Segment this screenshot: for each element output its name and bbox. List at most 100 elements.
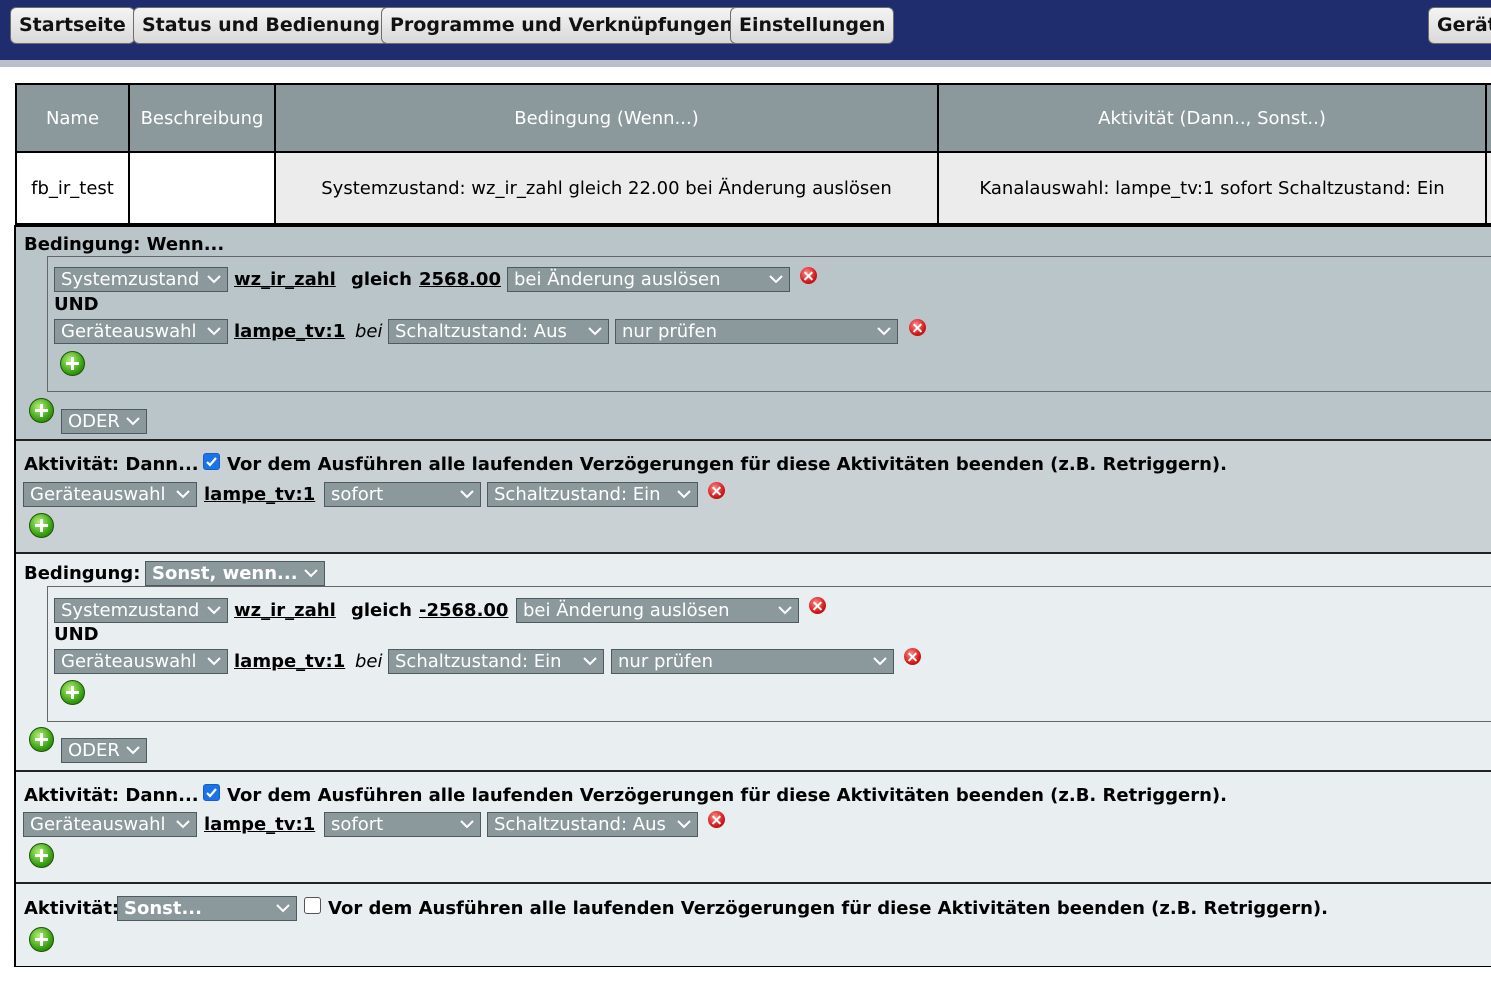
value-link[interactable]: 2568.00 <box>419 269 501 290</box>
chevron-down-icon <box>460 813 474 836</box>
condition-section-elseif: Bedingung: Sonst, wenn... Systemzustand … <box>16 554 1491 772</box>
und-label: UND <box>54 624 99 645</box>
chevron-down-icon <box>677 483 691 506</box>
activity-then-label: Aktivität: Dann... <box>24 785 199 806</box>
condition-type-select[interactable]: Systemzustand <box>54 598 228 623</box>
add-subcondition-icon[interactable] <box>60 680 85 705</box>
activity-then-label: Aktivität: Dann... <box>24 454 199 475</box>
column-header-description: Beschreibung <box>128 83 276 153</box>
delete-icon[interactable] <box>800 267 817 284</box>
condition-section-if: Bedingung: Wenn... Systemzustand wz_ir_z… <box>16 227 1491 441</box>
activity-section-then: Aktivität: Dann... Vor dem Ausführen all… <box>16 441 1491 554</box>
nav-startseite-button[interactable]: Startseite <box>10 7 135 44</box>
add-activity-icon[interactable] <box>29 843 54 868</box>
device-link[interactable]: lampe_tv:1 <box>234 321 346 342</box>
device-link[interactable]: lampe_tv:1 <box>204 814 316 835</box>
activity-section-then: Aktivität: Dann... Vor dem Ausführen all… <box>16 772 1491 884</box>
nav-programme-button[interactable]: Programme und Verknüpfungen <box>381 7 743 44</box>
column-header-name: Name <box>15 83 130 153</box>
table-header-row: Name Beschreibung Bedingung (Wenn...) Ak… <box>15 83 1491 153</box>
bei-text: bei <box>355 321 383 342</box>
table-row[interactable]: fb_ir_test Systemzustand: wz_ir_zahl gle… <box>15 151 1491 225</box>
chevron-down-icon <box>460 483 474 506</box>
delay-select[interactable]: sofort <box>324 482 481 507</box>
und-label: UND <box>54 294 99 315</box>
nav-status-bedienung-button[interactable]: Status und Bedienung <box>133 7 389 44</box>
chevron-down-icon <box>677 813 691 836</box>
chevron-down-icon <box>126 410 140 433</box>
program-extra-cell <box>1485 151 1491 225</box>
activity-type-select[interactable]: Geräteauswahl <box>23 812 197 837</box>
chevron-down-icon <box>778 599 792 622</box>
column-header-condition: Bedingung (Wenn...) <box>274 83 939 153</box>
condition-mode-select[interactable]: Sonst, wenn... <box>145 561 325 586</box>
activity-label: Aktivität: <box>24 898 120 919</box>
add-activity-icon[interactable] <box>29 513 54 538</box>
add-condition-icon[interactable] <box>29 727 54 752</box>
operator-text: gleich <box>351 269 412 290</box>
retrigger-checkbox-label: Vor dem Ausführen alle laufenden Verzöge… <box>328 898 1328 919</box>
activity-mode-select[interactable]: Sonst... <box>117 896 297 921</box>
program-description-cell[interactable] <box>128 151 276 225</box>
sysvar-link[interactable]: wz_ir_zahl <box>234 600 336 621</box>
retrigger-checkbox[interactable] <box>203 453 220 470</box>
chevron-down-icon <box>176 483 190 506</box>
retrigger-checkbox-label: Vor dem Ausführen alle laufenden Verzöge… <box>227 454 1227 475</box>
condition-type-select[interactable]: Systemzustand <box>54 267 228 292</box>
chevron-down-icon <box>583 650 597 673</box>
delete-icon[interactable] <box>708 482 725 499</box>
sysvar-link[interactable]: wz_ir_zahl <box>234 269 336 290</box>
nav-geraete-button[interactable]: Gerät <box>1428 7 1491 44</box>
add-subcondition-icon[interactable] <box>60 351 85 376</box>
trigger-select[interactable]: nur prüfen <box>615 319 898 344</box>
oder-select[interactable]: ODER <box>61 409 147 434</box>
chevron-down-icon <box>873 650 887 673</box>
column-header-extra <box>1485 83 1491 153</box>
trigger-select[interactable]: nur prüfen <box>611 649 894 674</box>
device-link[interactable]: lampe_tv:1 <box>234 651 346 672</box>
state-select[interactable]: Schaltzustand: Aus <box>388 319 609 344</box>
bei-text: bei <box>355 651 383 672</box>
trigger-select[interactable]: bei Änderung auslösen <box>516 598 799 623</box>
trigger-select[interactable]: bei Änderung auslösen <box>507 267 790 292</box>
chevron-down-icon <box>207 320 221 343</box>
activity-section-else: Aktivität: Sonst... Vor dem Ausführen al… <box>16 884 1491 966</box>
delete-icon[interactable] <box>708 811 725 828</box>
program-overview-table: Name Beschreibung Bedingung (Wenn...) Ak… <box>15 83 1491 225</box>
program-editor: Bedingung: Wenn... Systemzustand wz_ir_z… <box>14 225 1491 967</box>
column-header-activity: Aktivität (Dann.., Sonst..) <box>937 83 1487 153</box>
condition-if-label: Bedingung: Wenn... <box>24 234 225 255</box>
state-select[interactable]: Schaltzustand: Ein <box>487 482 698 507</box>
add-condition-icon[interactable] <box>29 398 54 423</box>
chevron-down-icon <box>176 813 190 836</box>
value-link[interactable]: -2568.00 <box>419 600 509 621</box>
state-select[interactable]: Schaltzustand: Aus <box>487 812 698 837</box>
state-select[interactable]: Schaltzustand: Ein <box>388 649 604 674</box>
chevron-down-icon <box>588 320 602 343</box>
program-activity-cell: Kanalauswahl: lampe_tv:1 sofort Schaltzu… <box>937 151 1487 225</box>
program-name-cell[interactable]: fb_ir_test <box>15 151 130 225</box>
device-link[interactable]: lampe_tv:1 <box>204 484 316 505</box>
chevron-down-icon <box>304 562 318 585</box>
add-activity-icon[interactable] <box>29 927 54 952</box>
chevron-down-icon <box>276 897 290 920</box>
program-condition-cell: Systemzustand: wz_ir_zahl gleich 22.00 b… <box>274 151 939 225</box>
delete-icon[interactable] <box>909 319 926 336</box>
chevron-down-icon <box>126 739 140 762</box>
retrigger-checkbox[interactable] <box>304 897 321 914</box>
delete-icon[interactable] <box>904 648 921 665</box>
nav-einstellungen-button[interactable]: Einstellungen <box>730 7 895 44</box>
retrigger-checkbox-label: Vor dem Ausführen alle laufenden Verzöge… <box>227 785 1227 806</box>
chevron-down-icon <box>769 268 783 291</box>
oder-select[interactable]: ODER <box>61 738 147 763</box>
top-navigation-bar: Startseite Status und Bedienung Programm… <box>0 0 1491 60</box>
retrigger-checkbox[interactable] <box>203 784 220 801</box>
condition-type-select[interactable]: Geräteauswahl <box>54 319 228 344</box>
condition-group: Systemzustand wz_ir_zahl gleich -2568.00… <box>47 586 1491 722</box>
operator-text: gleich <box>351 600 412 621</box>
delay-select[interactable]: sofort <box>324 812 481 837</box>
delete-icon[interactable] <box>809 597 826 614</box>
chevron-down-icon <box>207 650 221 673</box>
activity-type-select[interactable]: Geräteauswahl <box>23 482 197 507</box>
condition-type-select[interactable]: Geräteauswahl <box>54 649 228 674</box>
